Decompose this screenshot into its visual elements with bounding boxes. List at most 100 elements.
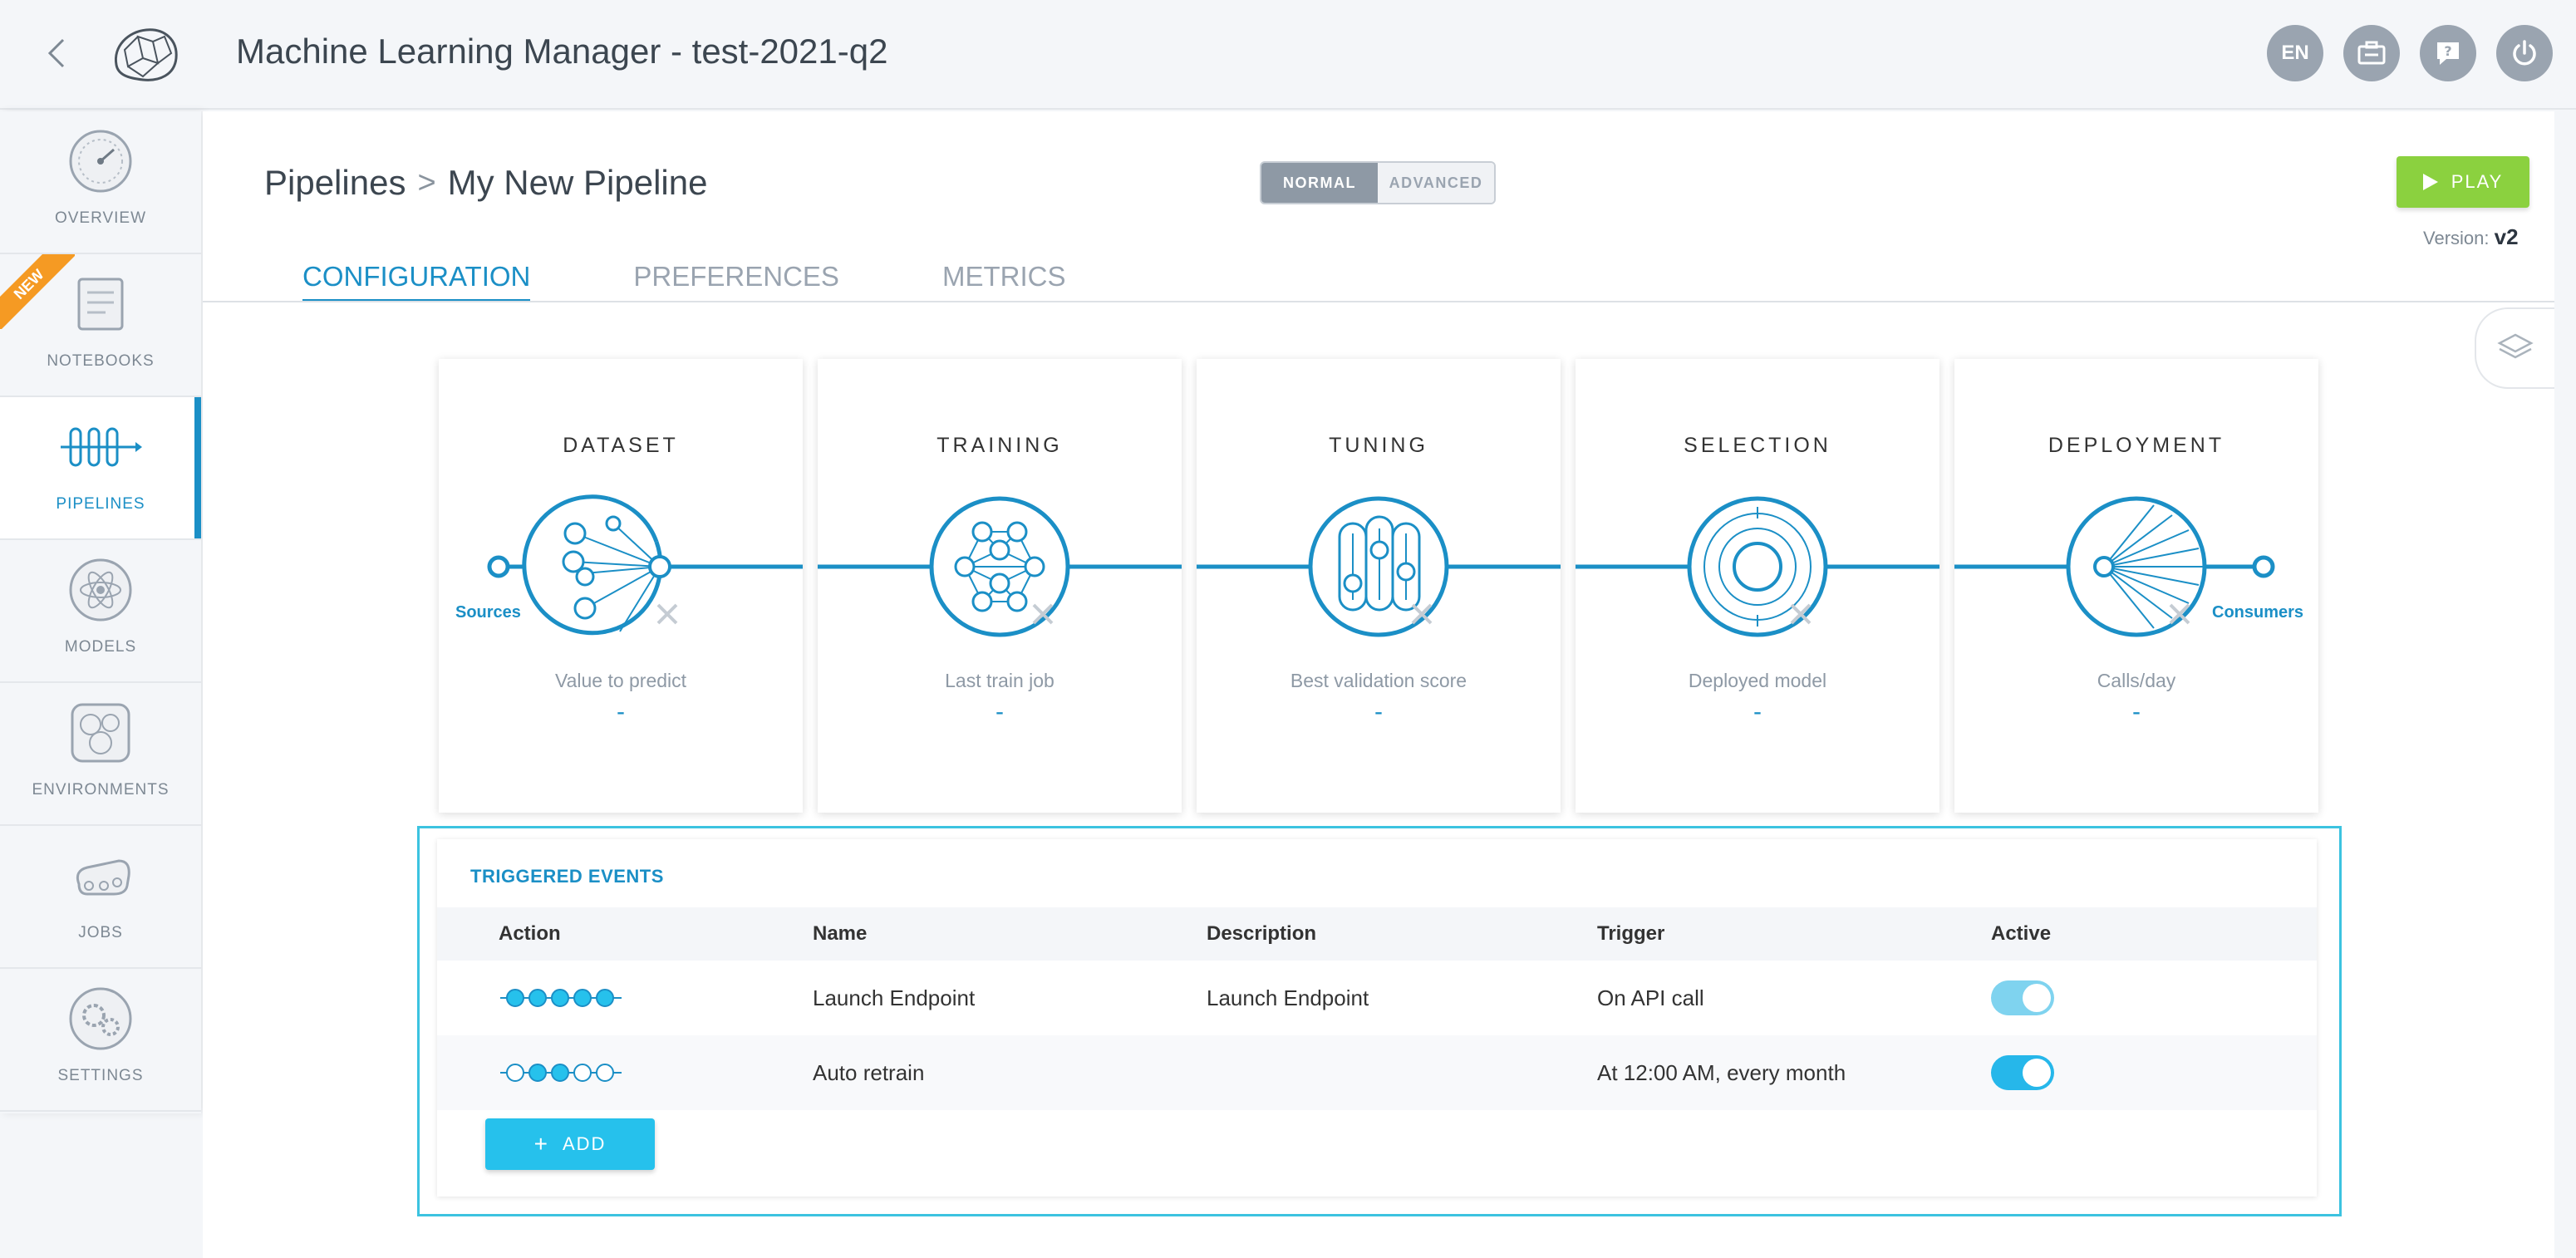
step-dot [596,1064,614,1082]
tab-preferences[interactable]: PREFERENCES [633,261,839,292]
card-selection[interactable]: SELECTION Deployed model - [1576,359,1939,813]
events-title: TRIGGERED EVENTS [470,866,664,887]
card-title: TRAINING [937,434,1063,457]
dataset-diagram-icon [487,494,803,636]
conveyor-icon [76,859,130,896]
top-actions: EN ? [2267,25,2553,81]
column-active: Active [1991,922,2052,945]
sidebar-item-label: SETTINGS [57,1067,144,1084]
card-stat-value: - [2132,698,2141,725]
pipeline-cards: DATASET Sources Value [439,359,2318,813]
add-event-button[interactable]: + ADD [485,1118,655,1170]
toggle-knob [2023,1059,2051,1087]
sidebar-item-label: OVERVIEW [54,209,147,227]
notebook-icon [77,278,124,331]
play-button[interactable]: PLAY [2397,156,2529,208]
card-stat-label: Last train job [945,670,1054,691]
card-deployment[interactable]: DEPLOYMENT Consumers Calls/day - [1954,359,2318,813]
step-dot [573,989,592,1007]
sidebar-item-environments[interactable]: ENVIRONMENTS [0,683,201,826]
pipeline-steps-icon [500,989,622,1007]
layers-icon [2497,333,2534,359]
card-training[interactable]: TRAINING Last train job - [818,359,1182,813]
step-dot [551,1064,569,1082]
card-stat-value: - [617,698,625,725]
column-description: Description [1207,922,1317,945]
event-trigger: At 12:00 AM, every month [1597,1059,1846,1085]
sidebar: OVERVIEW NEW NOTEBOOKS PIPELINES MODELS … [0,111,201,1113]
layers-panel-toggle[interactable] [2475,307,2554,389]
tab-divider [203,301,2554,302]
top-bar: Machine Learning Manager - test-2021-q2 … [0,0,2576,110]
card-stat-label: Deployed model [1688,670,1827,691]
sidebar-item-label: NOTEBOOKS [47,352,155,370]
sidebar-item-pipelines[interactable]: PIPELINES [0,397,201,540]
column-name: Name [813,922,868,945]
new-badge: NEW [0,254,75,329]
back-arrow-icon[interactable] [42,37,71,70]
action-steps [499,961,623,1035]
column-trigger: Trigger [1597,922,1665,945]
card-dataset[interactable]: DATASET Sources Value [439,359,803,813]
gauge-icon [69,130,132,193]
card-stat-label: Best validation score [1290,670,1467,691]
tabs: CONFIGURATION PREFERENCES METRICS [302,261,1168,302]
step-dot [596,989,614,1007]
help-icon[interactable]: ? [2420,25,2476,81]
step-dot [506,989,524,1007]
sidebar-item-models[interactable]: MODELS [0,540,201,683]
sidebar-item-jobs[interactable]: JOBS [0,826,201,969]
active-toggle[interactable] [1991,1055,2054,1090]
event-description: Launch Endpoint [1207,985,1369,1010]
atom-icon [69,558,132,622]
step-dot [573,1064,592,1082]
version-value: v2 [2494,224,2519,249]
main-panel: Pipelines > My New Pipeline NORMAL ADVAN… [203,111,2554,1258]
sources-label: Sources [455,603,521,622]
play-icon [2422,174,2438,190]
cluster-icon [71,703,130,763]
table-row[interactable]: Auto retrain At 12:00 AM, every month [437,1035,2317,1110]
version: Version: v2 [2423,224,2519,250]
power-icon[interactable] [2496,25,2553,81]
mode-toggle: NORMAL ADVANCED [1260,161,1496,204]
play-label: PLAY [2451,171,2504,192]
card-title: DATASET [563,434,679,457]
breadcrumb-current: My New Pipeline [447,163,708,202]
sidebar-item-label: MODELS [64,638,137,656]
sidebar-item-notebooks[interactable]: NEW NOTEBOOKS [0,254,201,397]
table-row[interactable]: Launch Endpoint Launch Endpoint On API c… [437,961,2317,1035]
mode-normal-button[interactable]: NORMAL [1261,163,1378,203]
card-stat-value: - [995,698,1004,725]
step-dot [551,989,569,1007]
sidebar-item-label: JOBS [78,924,123,941]
active-toggle[interactable] [1991,980,2054,1015]
tab-metrics[interactable]: METRICS [941,261,1066,292]
svg-text:?: ? [2444,43,2451,59]
active-cell [1991,1035,2054,1110]
language-button[interactable]: EN [2267,25,2323,81]
plus-icon: + [533,1131,549,1157]
card-stat-value: - [1374,698,1383,725]
tab-configuration[interactable]: CONFIGURATION [302,261,531,302]
sliders-icon [1197,496,1561,637]
deployment-diagram-icon [1954,496,2275,637]
add-label: ADD [562,1133,607,1154]
sidebar-item-settings[interactable]: SETTINGS [0,969,201,1112]
active-cell [1991,961,2054,1035]
card-tuning[interactable]: TUNING Best validation score - [1197,359,1561,813]
action-steps [499,1035,623,1110]
mode-advanced-button[interactable]: ADVANCED [1378,163,1494,203]
breadcrumb-separator: > [417,165,436,200]
neural-network-icon [818,496,1182,637]
step-dot [528,989,547,1007]
breadcrumb: Pipelines > My New Pipeline [264,163,707,203]
sidebar-item-label: PIPELINES [56,495,145,513]
events-highlight [417,826,2342,1216]
gears-icon [69,987,132,1050]
sidebar-item-overview[interactable]: OVERVIEW [0,111,201,254]
breadcrumb-root[interactable]: Pipelines [264,163,406,202]
card-stat-label: Calls/day [2097,670,2176,691]
ticket-icon[interactable] [2343,25,2400,81]
sidebar-item-label: ENVIRONMENTS [32,781,170,799]
